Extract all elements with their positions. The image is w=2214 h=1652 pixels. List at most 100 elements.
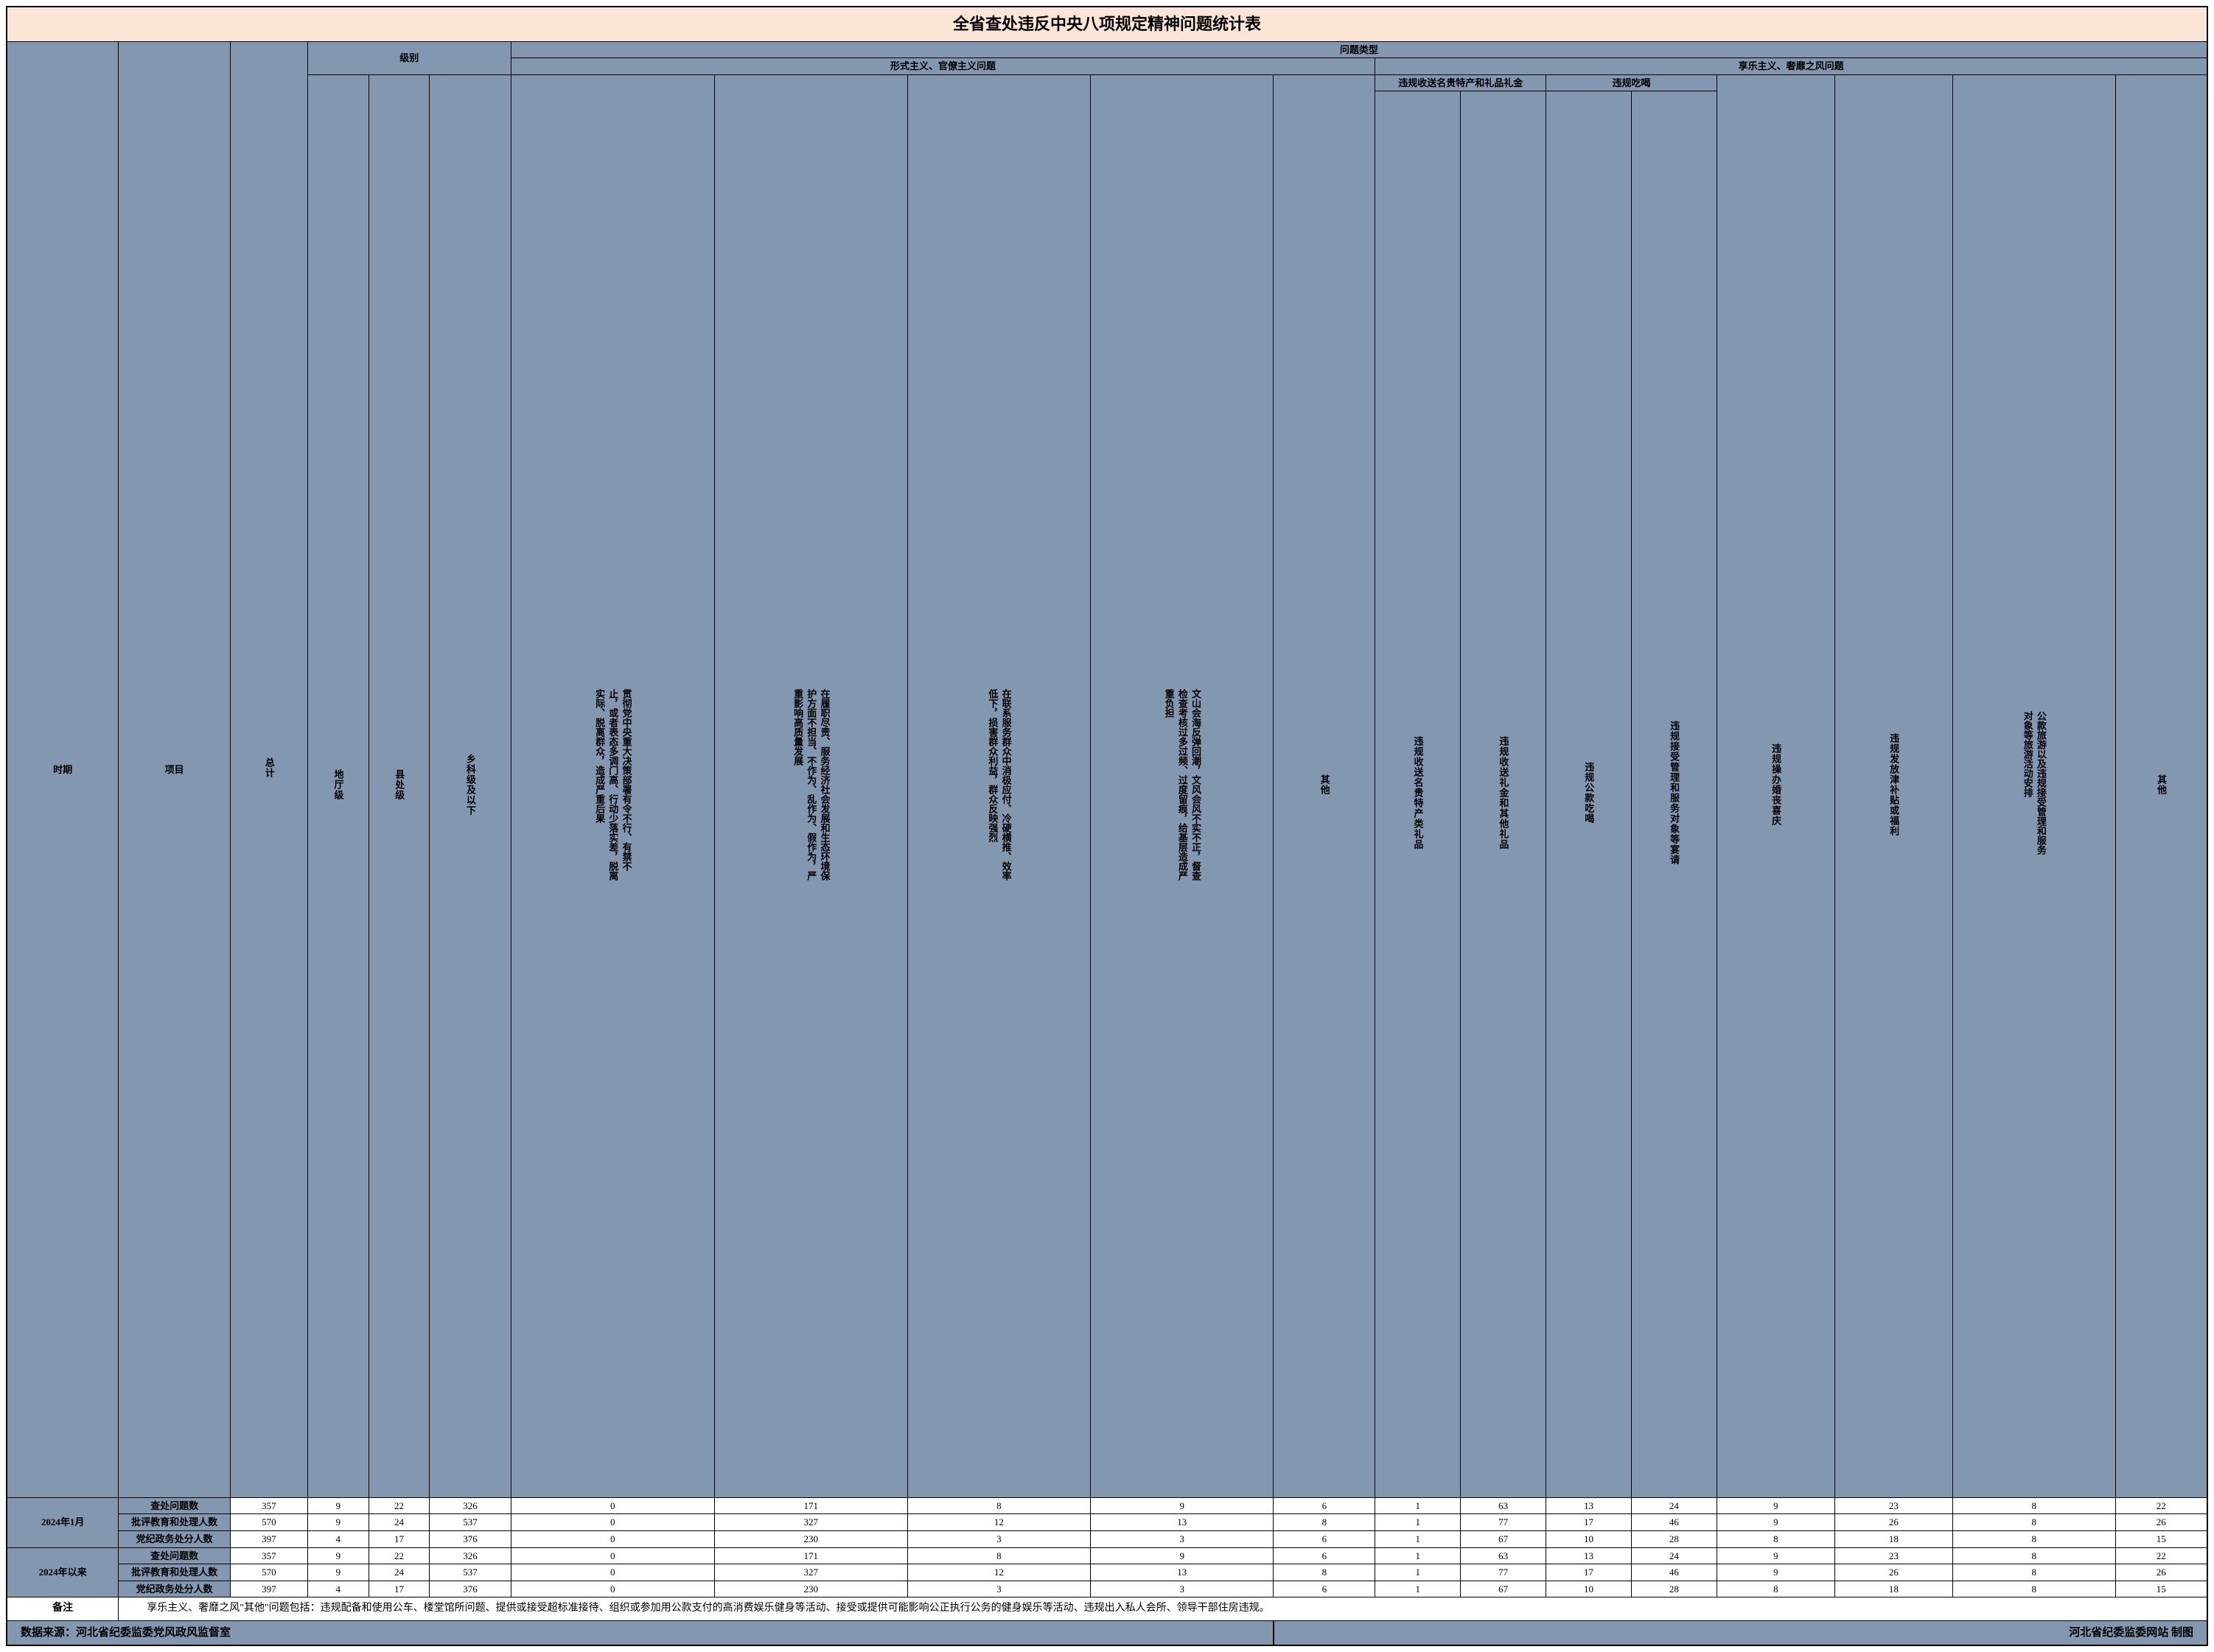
hdr-formalism: 形式主义、官僚主义问题	[511, 58, 1375, 75]
item-label: 党纪政务处分人数	[119, 1530, 231, 1547]
hdr-item: 项目	[119, 41, 231, 1497]
data-cell: 22	[369, 1497, 430, 1514]
data-cell: 9	[1717, 1564, 1834, 1581]
data-cell: 8	[907, 1497, 1090, 1514]
data-cell: 0	[511, 1564, 714, 1581]
data-cell: 0	[511, 1497, 714, 1514]
note-text: 享乐主义、奢靡之风"其他"问题包括：违规配备和使用公车、楼堂馆所问题、提供或接受…	[119, 1597, 2207, 1621]
hdr-level-group: 级别	[307, 41, 511, 74]
data-cell: 63	[1461, 1547, 1546, 1564]
data-cell: 0	[511, 1514, 714, 1531]
data-cell: 9	[307, 1514, 369, 1531]
data-cell: 8	[1952, 1581, 2115, 1597]
data-cell: 15	[2115, 1581, 2207, 1597]
data-cell: 376	[430, 1530, 511, 1547]
data-cell: 0	[511, 1530, 714, 1547]
data-cell: 10	[1546, 1530, 1632, 1547]
data-cell: 63	[1461, 1497, 1546, 1514]
hdr-col-n: 其他	[2115, 74, 2207, 1497]
hdr-col-e: 其他	[1274, 74, 1375, 1497]
data-cell: 9	[1091, 1497, 1274, 1514]
data-cell: 8	[1274, 1514, 1375, 1531]
data-cell: 13	[1091, 1514, 1274, 1531]
data-cell: 4	[307, 1530, 369, 1547]
data-cell: 77	[1461, 1514, 1546, 1531]
data-cell: 0	[511, 1547, 714, 1564]
data-cell: 8	[1952, 1514, 2115, 1531]
data-cell: 327	[714, 1514, 907, 1531]
hdr-col-l: 违规发放津补贴或福利	[1834, 74, 1952, 1497]
data-cell: 13	[1546, 1547, 1632, 1564]
hdr-eat-group: 违规吃喝	[1546, 74, 1717, 91]
data-cell: 3	[1091, 1581, 1274, 1597]
data-cell: 22	[2115, 1497, 2207, 1514]
footer-right: 河北省纪委监委网站 制图	[1274, 1621, 2207, 1646]
data-cell: 17	[1546, 1514, 1632, 1531]
hdr-gift-group: 违规收送名贵特产和礼品礼金	[1375, 74, 1546, 91]
table-row: 2024年1月查处问题数3579223260171896163132492382…	[7, 1497, 2207, 1514]
data-cell: 8	[1952, 1530, 2115, 1547]
data-cell: 26	[1834, 1514, 1952, 1531]
hdr-xianchu: 县处级	[369, 74, 430, 1497]
data-cell: 326	[430, 1497, 511, 1514]
data-cell: 1	[1375, 1581, 1461, 1597]
data-cell: 537	[430, 1514, 511, 1531]
data-cell: 6	[1274, 1530, 1375, 1547]
data-cell: 3	[907, 1581, 1090, 1597]
hdr-total: 总计	[231, 41, 308, 1497]
data-cell: 376	[430, 1581, 511, 1597]
data-cell: 171	[714, 1547, 907, 1564]
data-cell: 13	[1546, 1497, 1632, 1514]
data-cell: 24	[1631, 1547, 1717, 1564]
data-cell: 1	[1375, 1497, 1461, 1514]
data-cell: 8	[907, 1547, 1090, 1564]
data-cell: 8	[1717, 1581, 1834, 1597]
data-cell: 357	[231, 1497, 308, 1514]
hdr-hedonism: 享乐主义、奢靡之风问题	[1375, 58, 2207, 75]
data-body: 2024年1月查处问题数3579223260171896163132492382…	[7, 1497, 2207, 1597]
data-cell: 18	[1834, 1530, 1952, 1547]
data-cell: 0	[511, 1581, 714, 1597]
hdr-xiangke: 乡科级及以下	[430, 74, 511, 1497]
hdr-col-m: 公款旅游以及违规接受管理和服务对象等旅游活动安排	[1952, 74, 2115, 1497]
period-label: 2024年以来	[7, 1547, 119, 1597]
data-cell: 9	[307, 1547, 369, 1564]
data-cell: 1	[1375, 1564, 1461, 1581]
data-cell: 23	[1834, 1547, 1952, 1564]
table-title: 全省查处违反中央八项规定精神问题统计表	[7, 7, 2207, 41]
data-cell: 327	[714, 1564, 907, 1581]
data-cell: 8	[1952, 1497, 2115, 1514]
data-cell: 171	[714, 1497, 907, 1514]
hdr-diting: 地厅级	[307, 74, 369, 1497]
item-label: 批评教育和处理人数	[119, 1564, 231, 1581]
footer-left: 数据来源：河北省纪委监委党风政风监督室	[7, 1621, 1274, 1646]
item-label: 批评教育和处理人数	[119, 1514, 231, 1531]
data-cell: 3	[907, 1530, 1090, 1547]
data-cell: 1	[1375, 1514, 1461, 1531]
data-cell: 326	[430, 1547, 511, 1564]
hdr-eat-b: 违规接受管理和服务对象等宴请	[1631, 91, 1717, 1498]
data-cell: 26	[2115, 1564, 2207, 1581]
data-cell: 22	[2115, 1547, 2207, 1564]
table-row: 2024年以来查处问题数3579223260171896163132492382…	[7, 1547, 2207, 1564]
data-cell: 1	[1375, 1530, 1461, 1547]
data-cell: 9	[1717, 1514, 1834, 1531]
item-label: 查处问题数	[119, 1547, 231, 1564]
data-cell: 3	[1091, 1530, 1274, 1547]
data-cell: 9	[1717, 1547, 1834, 1564]
data-cell: 77	[1461, 1564, 1546, 1581]
data-cell: 10	[1546, 1581, 1632, 1597]
data-cell: 537	[430, 1564, 511, 1581]
data-cell: 15	[2115, 1530, 2207, 1547]
data-cell: 570	[231, 1514, 308, 1531]
hdr-period: 时期	[7, 41, 119, 1497]
note-row: 备注 享乐主义、奢靡之风"其他"问题包括：违规配备和使用公车、楼堂馆所问题、提供…	[7, 1597, 2207, 1621]
data-cell: 24	[1631, 1497, 1717, 1514]
data-cell: 46	[1631, 1564, 1717, 1581]
data-cell: 12	[907, 1514, 1090, 1531]
item-label: 党纪政务处分人数	[119, 1581, 231, 1597]
data-cell: 46	[1631, 1514, 1717, 1531]
data-cell: 8	[1952, 1564, 2115, 1581]
data-cell: 230	[714, 1581, 907, 1597]
table-row: 批评教育和处理人数5709245370327121381771746926826	[7, 1564, 2207, 1581]
